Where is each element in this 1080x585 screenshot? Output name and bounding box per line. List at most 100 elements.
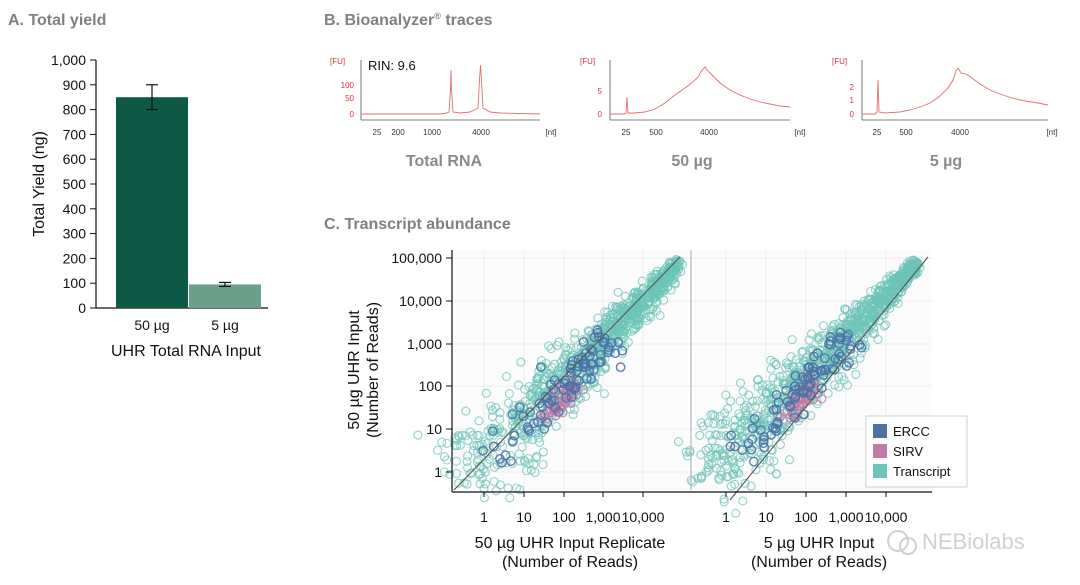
transcript-left-point [472,430,482,441]
panel-c-xtick-label: 100 [552,509,576,525]
transcript-left-point [637,276,647,286]
transcript-right-point [885,286,895,296]
transcript-right-point [763,415,773,425]
trace2-xtick: 25 [622,128,631,137]
legend-label-ercc: ERCC [893,424,930,439]
ercc-left-point [549,395,559,406]
panel-a-x-label: UHR Total RNA Input [111,343,262,360]
transcript-right-point [834,382,844,392]
panel-a-ytick-label: 1,000 [51,52,86,68]
trace3-line [862,67,1049,115]
ercc-left-point [599,333,610,343]
transcript-left-point [474,470,484,480]
ercc-left-point [566,392,577,402]
transcript-left-point [568,410,578,420]
transcript-right-point [746,481,756,491]
transcript-left-point [527,392,537,402]
ercc-right-point [803,371,813,382]
right-x-label-line2: (Number of Reads) [751,554,887,571]
ercc-left-point [497,457,507,468]
transcript-right-point [782,358,792,368]
ercc-left-point [565,380,576,391]
transcript-left-point [492,460,502,470]
ercc-left-point [515,402,525,413]
ercc-left-point [587,358,597,369]
transcript-left-point [577,335,587,345]
transcript-left-point [630,287,640,297]
legend-label-sirv: SIRV [893,444,923,459]
transcript-left-point [495,414,505,424]
transcript-left-point [583,326,593,336]
transcript-left-point [649,290,659,300]
transcript-right-point [766,465,776,475]
ercc-right-point [798,386,809,397]
trace2-line [610,66,791,115]
transcript-right-point [750,401,760,411]
transcript-left-point [554,337,564,347]
transcript-left-point [465,469,475,479]
left-fit-line [453,256,681,491]
transcript-right-point [807,346,818,356]
transcript-right-point [703,418,713,428]
panel-a-title: A. Total yield [8,12,106,29]
transcript-left-point [631,312,641,322]
transcript-right-point [739,452,749,462]
transcript-left-point [657,285,668,295]
transcript-right-point [775,440,785,450]
ercc-left-point [509,430,520,441]
transcript-right-point [775,371,785,381]
transcript-right-point [759,454,769,465]
transcript-right-point [740,427,750,437]
transcript-left-point [462,479,472,489]
transcript-right-point [730,464,741,474]
trace-5ug: [FU] 2 1 0 25 500 4000 [nt] 5 µg [832,57,1058,170]
transcript-right-point [713,443,723,453]
transcript-right-point [721,461,731,471]
transcript-right-point [784,363,794,373]
transcript-right-point [721,430,731,441]
trace1-ytick: 0 [350,110,355,119]
ercc-right-point [809,351,819,362]
ercc-right-point [790,391,801,402]
panel-c-ytick-label: 10 [426,421,442,437]
ercc-right-point [772,419,783,430]
transcript-left-point [520,384,530,394]
transcript-left-point [490,462,500,472]
transcript-left-point [472,448,483,458]
transcript-left-point [633,319,643,329]
transcript-right-point [748,396,758,406]
ercc-right-point [768,404,779,415]
ercc-left-point [553,407,564,417]
transcript-right-point [834,372,844,382]
ercc-left-point [508,436,518,447]
transcript-left-point [463,435,473,446]
ercc-left-point [593,327,603,338]
transcript-right-point [818,321,829,331]
transcript-right-point [851,322,861,332]
ercc-left-point [561,392,572,403]
wechat-icon-secondary [899,537,917,555]
transcript-left-point [556,358,566,368]
transcript-left-point [634,301,644,312]
transcript-right-point [710,430,721,440]
transcript-left-point [524,459,534,469]
ercc-left-point [488,441,499,452]
transcript-right-point [730,415,740,425]
transcript-right-point [735,396,745,406]
trace1-line [361,64,541,115]
panel-c-ytick-label: 10,000 [399,293,442,309]
transcript-right-point [740,416,750,426]
transcript-left-point [461,406,471,416]
transcript-left-point [534,371,544,381]
transcript-left-point [511,421,521,431]
panel-c-xtick-label: 10,000 [622,509,665,525]
transcript-left-point [486,423,496,433]
ercc-left-point [506,456,516,466]
trace1-ytick: 50 [345,94,354,103]
panel-c-ytick-label: 1 [434,464,442,480]
transcript-left-point [629,288,639,299]
transcript-right-point [797,347,807,357]
trace1-xtick: 200 [391,128,405,137]
